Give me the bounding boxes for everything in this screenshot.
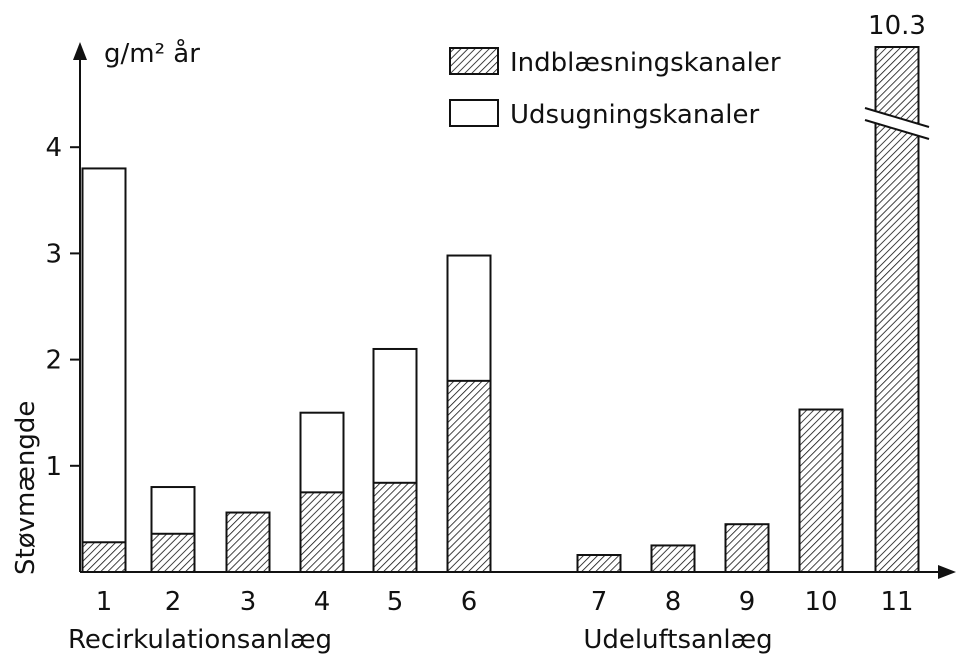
x-tick-label-2: 2 (165, 587, 182, 617)
legend: Indblæsningskanaler Udsugningskanaler (449, 47, 781, 130)
x-tick-label-9: 9 (739, 587, 756, 617)
x-axis-arrow-icon (938, 565, 956, 579)
y-tick-label-4: 4 (45, 133, 62, 163)
x-tick-label-10: 10 (804, 587, 837, 617)
x-tick-label-8: 8 (665, 587, 682, 617)
bar-supply-8 (650, 544, 696, 574)
legend-swatch-exhaust-ducts (449, 99, 499, 127)
y-ticks: 1 2 3 4 (45, 133, 80, 482)
axis-break-line-upper (864, 107, 930, 128)
y-axis-title: Støvmængde (11, 401, 41, 575)
x-tick-label-3: 3 (240, 587, 257, 617)
bar-supply-3 (225, 511, 271, 574)
legend-label-supply-ducts: Indblæsningskanaler (510, 48, 781, 78)
y-tick-label-1: 1 (45, 452, 62, 482)
bar-supply-2 (150, 532, 196, 574)
bar-exhaust-1 (81, 167, 127, 573)
x-tick-label-7: 7 (591, 587, 608, 617)
bar-supply-9 (724, 523, 770, 574)
bar-supply-1 (81, 541, 127, 573)
y-axis-arrow-icon (73, 42, 87, 60)
y-tick-label-2: 2 (45, 346, 62, 376)
x-tick-labels: 1 2 3 4 5 6 7 8 9 10 11 (96, 587, 914, 617)
value-label-bar-11: 10.3 (868, 11, 926, 41)
y-axis-unit: g/m² år (104, 38, 200, 69)
legend-swatch-supply-ducts (449, 47, 499, 75)
x-tick-label-4: 4 (314, 587, 331, 617)
x-tick-label-1: 1 (96, 587, 113, 617)
axis-break-gap (867, 108, 927, 138)
bar-supply-4 (299, 491, 345, 574)
axis-break-marker (864, 107, 930, 140)
x-tick-label-6: 6 (461, 587, 478, 617)
x-tick-label-11: 11 (880, 587, 913, 617)
legend-label-exhaust-ducts: Udsugningskanaler (510, 100, 759, 130)
x-tick-label-5: 5 (387, 587, 404, 617)
bar-supply-6 (446, 379, 492, 573)
group-label-recirculation: Recirkulationsanlæg (68, 625, 332, 654)
bar-supply-7 (576, 554, 622, 573)
y-tick-label-3: 3 (45, 239, 62, 269)
bar-supply-10 (798, 408, 844, 573)
group-label-outdoor-air: Udeluftsanlæg (583, 625, 772, 654)
axis-break-line-lower (864, 119, 930, 140)
bar-supply-5 (372, 481, 418, 573)
bars (81, 46, 920, 574)
